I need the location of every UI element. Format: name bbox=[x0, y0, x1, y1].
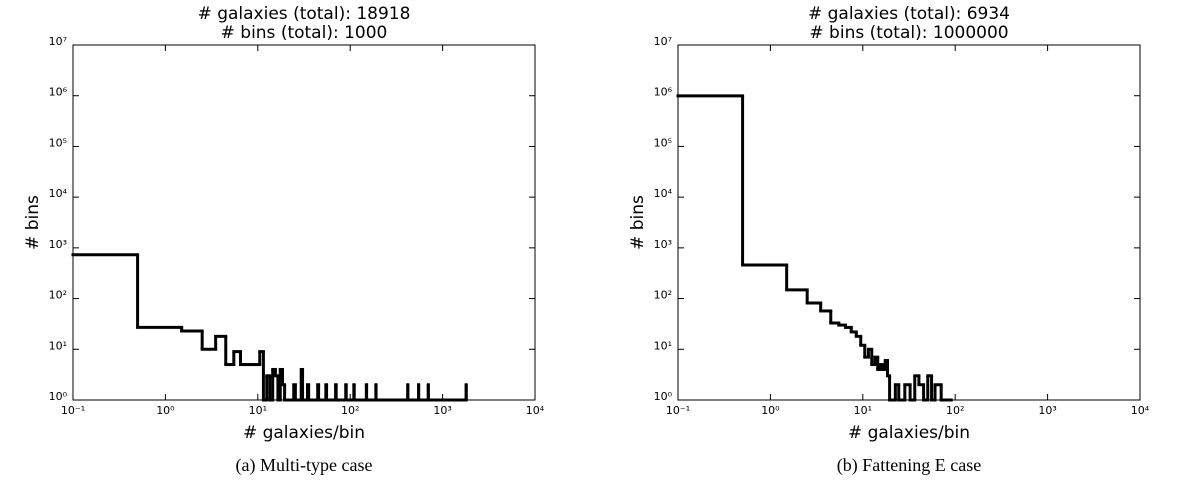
plot-frame bbox=[72, 44, 536, 401]
caption: (a) Multi-type case bbox=[236, 455, 373, 476]
x-tick-label: 10⁻¹ bbox=[61, 404, 85, 417]
x-tick-label: 10³ bbox=[433, 404, 451, 417]
x-tick-label: 10³ bbox=[1038, 404, 1056, 417]
y-tick-label: 10³ bbox=[654, 238, 672, 251]
y-tick-label: 10² bbox=[49, 289, 67, 302]
x-tick-label: 10⁰ bbox=[156, 404, 175, 417]
x-tick-label: 10² bbox=[341, 404, 359, 417]
caption: (b) Fattening E case bbox=[837, 455, 981, 476]
x-tick-label: 10⁴ bbox=[1131, 404, 1150, 417]
y-tick-label: 10³ bbox=[49, 238, 67, 251]
y-tick-label: 10⁴ bbox=[49, 187, 68, 200]
x-tick-label: 10¹ bbox=[249, 404, 267, 417]
y-tick-label: 10⁰ bbox=[49, 390, 68, 403]
y-tick-label: 10⁵ bbox=[49, 136, 67, 149]
y-tick-label: 10⁷ bbox=[49, 35, 67, 48]
x-axis-label: # galaxies/bin bbox=[243, 423, 365, 443]
x-tick-label: 10⁻¹ bbox=[666, 404, 690, 417]
chart-title: # bins (total): 1000 bbox=[221, 23, 388, 43]
x-tick-label: 10¹ bbox=[854, 404, 872, 417]
y-tick-label: 10² bbox=[654, 289, 672, 302]
y-tick-label: 10⁷ bbox=[654, 35, 672, 48]
y-tick-label: 10⁰ bbox=[654, 390, 673, 403]
chart-title: # galaxies (total): 6934 bbox=[808, 4, 1010, 24]
x-tick-label: 10⁰ bbox=[761, 404, 780, 417]
chart-title: # galaxies (total): 18918 bbox=[198, 4, 411, 24]
x-tick-label: 10² bbox=[946, 404, 964, 417]
y-tick-label: 10⁶ bbox=[49, 86, 68, 99]
y-tick-label: 10¹ bbox=[654, 339, 672, 352]
x-tick-label: 10⁴ bbox=[526, 404, 545, 417]
y-axis-label: # bins bbox=[628, 195, 648, 250]
x-axis-label: # galaxies/bin bbox=[848, 423, 970, 443]
plot-frame bbox=[677, 44, 1141, 401]
y-tick-label: 10⁵ bbox=[654, 136, 672, 149]
y-tick-label: 10⁴ bbox=[654, 187, 673, 200]
chart-title: # bins (total): 1000000 bbox=[809, 23, 1008, 43]
y-tick-label: 10¹ bbox=[49, 339, 67, 352]
y-tick-label: 10⁶ bbox=[654, 86, 673, 99]
y-axis-label: # bins bbox=[23, 195, 43, 250]
